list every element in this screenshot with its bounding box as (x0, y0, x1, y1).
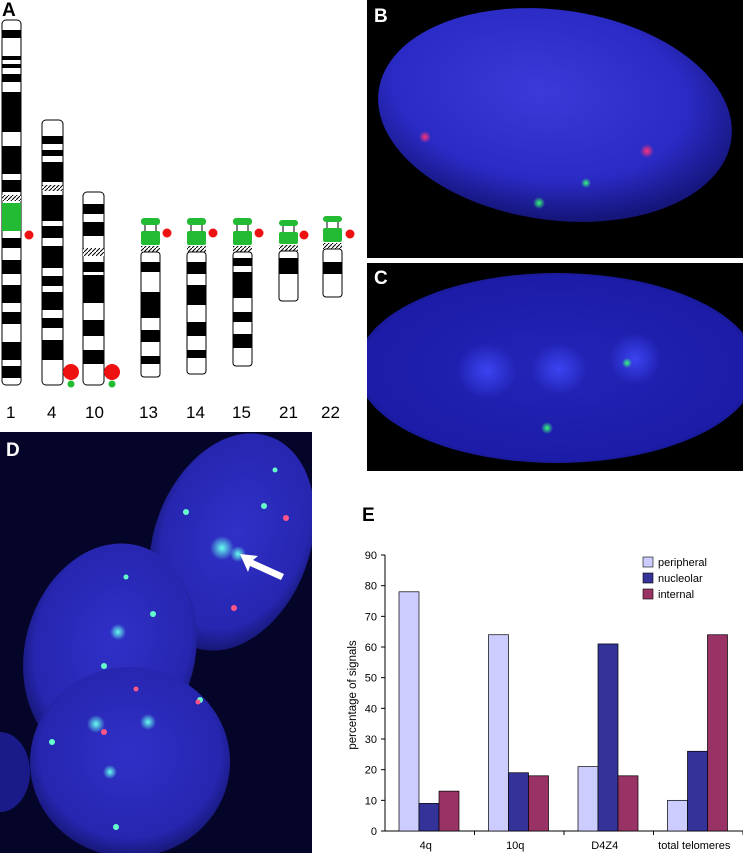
chromosome-1 (1, 19, 34, 386)
y-tick-label: 30 (365, 734, 377, 746)
panel-label-b: B (374, 6, 388, 27)
bar-internal-10q (528, 775, 549, 832)
bar-internal-total-telomeres (707, 634, 728, 832)
bar-internal-4q (438, 790, 460, 832)
chromosome-15 (232, 218, 264, 367)
bar-peripheral-10q (488, 634, 509, 832)
bar-nucleolar-total-telomeres (687, 750, 708, 832)
arrow-pointer (240, 554, 284, 580)
y-tick-label: 20 (365, 765, 377, 777)
legend-label-peripheral: peripheral (658, 557, 707, 569)
chromosome-label-10: 10 (85, 403, 104, 422)
y-axis-title: percentage of signals (347, 640, 359, 750)
y-tick-label: 0 (371, 826, 377, 838)
panel-label-a: A (2, 0, 16, 21)
chromosome-label-4: 4 (47, 403, 57, 422)
panel-label-c: C (374, 268, 388, 289)
bar-peripheral-4q (398, 591, 420, 832)
bar-peripheral-D4Z4 (577, 766, 599, 832)
legend-label-internal: internal (658, 589, 694, 601)
chromosome-label-21: 21 (279, 403, 298, 422)
chromosome-label-22: 22 (321, 403, 340, 422)
chromosome-label-13: 13 (139, 403, 158, 422)
bar-nucleolar-D4Z4 (597, 643, 619, 832)
x-category-label: total telomeres (658, 840, 731, 852)
y-tick-label: 90 (365, 550, 377, 562)
chromosome-label-1: 1 (6, 403, 16, 422)
bar-chart-e: 0 10 20 30 40 50 60 70 80 90 4q 10q D4Z4 total telom… (347, 549, 743, 852)
micrograph-c (367, 263, 743, 471)
chromosome-ideogram (1, 19, 355, 388)
bar-nucleolar-10q (508, 772, 529, 832)
y-tick-label: 70 (365, 611, 377, 623)
chromosome-13 (140, 218, 172, 378)
bar-internal-D4Z4 (617, 775, 639, 832)
y-tick-label: 10 (365, 795, 377, 807)
x-category-label: 10q (506, 840, 524, 852)
chromosome-label-14: 14 (186, 403, 205, 422)
bar-nucleolar-4q (418, 803, 440, 832)
chromosome-14 (186, 218, 218, 375)
y-tick-label: 50 (365, 673, 377, 685)
chromosome-22 (322, 216, 355, 298)
chromosome-label-15: 15 (232, 403, 251, 422)
panel-label-e: E (362, 505, 375, 526)
micrograph-d (0, 432, 312, 853)
micrograph-b (367, 0, 743, 258)
panel-label-d: D (6, 440, 20, 461)
legend: peripheral nucleolar internal (635, 549, 739, 607)
bar-peripheral-total-telomeres (667, 799, 688, 832)
legend-swatch-nucleolar (642, 572, 654, 584)
y-tick-label: 60 (365, 642, 377, 654)
y-tick-label: 40 (365, 703, 377, 715)
x-category-label: 4q (420, 840, 432, 852)
y-tick-label: 80 (365, 581, 377, 593)
chromosome-21 (278, 220, 309, 302)
legend-swatch-internal (642, 588, 654, 600)
chromosome-10 (82, 191, 120, 388)
legend-swatch-peripheral (642, 556, 654, 568)
legend-label-nucleolar: nucleolar (658, 573, 703, 585)
chromosome-4 (41, 119, 79, 388)
x-category-label: D4Z4 (591, 840, 618, 852)
